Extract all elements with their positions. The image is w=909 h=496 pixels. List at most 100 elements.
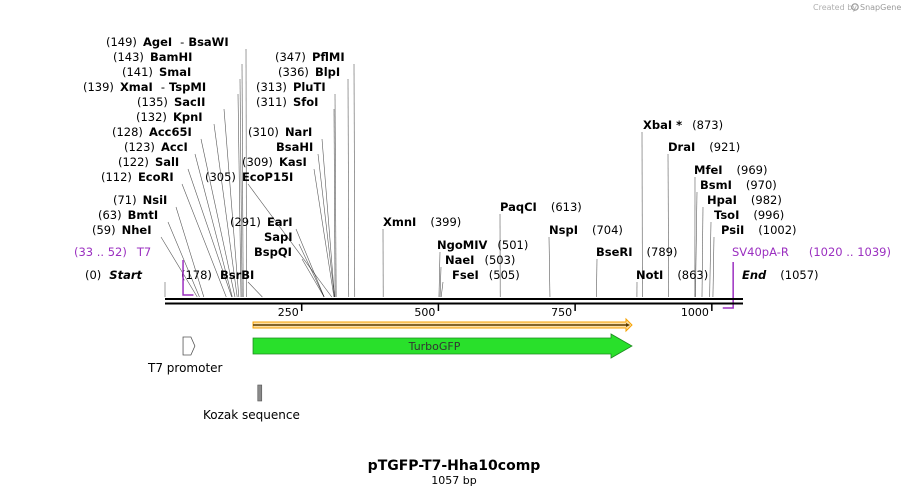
site-hpai-label[interactable]: HpaI (982) [707, 193, 782, 207]
map-title: pTGFP-T7-Hha10comp 1057 bp [368, 458, 541, 487]
sapi-cut-line [298, 243, 325, 298]
sfoi-cut-line [333, 108, 336, 298]
site-bspqi-label[interactable]: BspQI [254, 245, 292, 259]
site-sfoi-label[interactable]: (311) SfoI [256, 95, 318, 109]
site-nsii-label[interactable]: (71) NsiI [113, 193, 167, 207]
site-bamhi-label[interactable]: (143) BamHI [113, 50, 192, 64]
site-psii-label[interactable]: PsiI (1002) [721, 223, 797, 237]
sacii-cut-line [223, 108, 240, 298]
site-mfei-label[interactable]: MfeI (969) [694, 163, 767, 177]
kozak-box[interactable] [257, 384, 263, 402]
sequence-ends: (0) Start End (1057) [85, 268, 819, 282]
site-bmti-label[interactable]: (63) BmtI [98, 208, 158, 222]
bsrbi-cut-line [247, 281, 263, 298]
site-agei-label[interactable]: (149) AgeI - BsaWI [106, 35, 229, 49]
pflmi-cut-line [353, 63, 356, 298]
ruler-label-500: 500 [414, 306, 435, 319]
site-lines [160, 48, 715, 298]
smai-cut-line [239, 78, 243, 298]
site-ngomiv-label[interactable]: NgoMIV (501) [437, 238, 528, 252]
site-acc65i-label[interactable]: (128) Acc65I [112, 125, 192, 139]
orf-arrow-core [253, 323, 630, 327]
left-cluster-labels: (149) AgeI - BsaWI (143) BamHI (141) SmaI (13… [83, 35, 229, 237]
kozak-label: Kozak sequence [203, 408, 300, 422]
site-ecori-label[interactable]: (112) EcoRI [101, 170, 174, 184]
site-eari-label[interactable]: (291) EarI [230, 215, 293, 229]
watermark-brand: SnapGene [860, 3, 901, 12]
site-naei-label[interactable]: NaeI (503) [445, 253, 515, 267]
site-xmai-label[interactable]: (139) XmaI - TspMI [83, 80, 206, 94]
primer-sv40-label[interactable]: SV40pA-R (1020 .. 1039) [732, 245, 891, 259]
naei-cut-line [439, 266, 442, 298]
blpi-cut-line [347, 78, 350, 298]
tsoi-cut-line [709, 221, 712, 298]
site-bseri-label[interactable]: BseRI (789) [596, 245, 677, 259]
kasi-cut-line [313, 168, 335, 298]
site-tsoi-label[interactable]: TsoI (996) [714, 208, 784, 222]
ngomiv-cut-line [438, 251, 441, 298]
plasmid-name: pTGFP-T7-Hha10comp [368, 458, 541, 474]
site-xmni-label[interactable]: XmnI (399) [383, 215, 461, 229]
bseri-cut-line [596, 258, 598, 298]
plasmid-length: 1057 bp [431, 474, 476, 487]
site-sapi-label[interactable]: SapI [264, 230, 293, 244]
primer-t7-label[interactable]: (33 .. 52) T7 [74, 245, 151, 259]
acc65i-cut-line [200, 138, 236, 298]
t7-promoter-arrow[interactable] [182, 336, 196, 356]
site-pluti-label[interactable]: (313) PluTI [256, 80, 326, 94]
turbogfp-arrow[interactable] [252, 333, 633, 359]
features: TurboGFP T7 promoter Kozak sequence [147, 317, 633, 422]
site-sacii-label[interactable]: (135) SacII [137, 95, 205, 109]
dna-backbone [165, 298, 743, 305]
site-kasi-label[interactable]: (309) KasI [242, 155, 307, 169]
nari-cut-line [321, 138, 335, 298]
end-label: End (1057) [742, 268, 819, 282]
turbogfp-label: TurboGFP [408, 340, 461, 353]
site-smai-label[interactable]: (141) SmaI [122, 65, 191, 79]
site-bsmi-label[interactable]: BsmI (970) [700, 178, 777, 192]
site-bsahi-label[interactable]: BsaHI [276, 140, 313, 154]
site-acci-label[interactable]: (123) AccI [124, 140, 188, 154]
nspi-cut-line [548, 236, 551, 298]
watermark-prefix: Created by [813, 3, 857, 12]
ruler-label-750: 750 [551, 306, 572, 319]
site-bsrbi-label[interactable]: (178) BsrBI [181, 268, 254, 282]
start-label: (0) Start [85, 268, 143, 282]
site-noti-label[interactable]: NotI (863) [636, 268, 708, 282]
hpai-cut-line [701, 206, 704, 298]
site-nhei-label[interactable]: (59) NheI [92, 223, 152, 237]
t7-promoter-label: T7 promoter [147, 361, 223, 375]
ecop15i-cut-line [247, 183, 333, 298]
primer-labels: (33 .. 52) T7 SV40pA-R (1020 .. 1039) [74, 245, 891, 259]
site-xbai-label[interactable]: XbaI * (873) [643, 118, 723, 132]
sali-cut-line [187, 168, 232, 298]
primer-sv40-marker[interactable] [722, 262, 734, 309]
site-fsei-label[interactable]: FseI (505) [452, 268, 520, 282]
site-blpi-label[interactable]: (336) BlpI [278, 65, 340, 79]
bspqi-cut-line [301, 258, 325, 298]
site-ecop15i-label[interactable]: (305) EcoP15I [205, 170, 293, 184]
ruler: 250 500 750 1000 [278, 304, 713, 319]
ruler-label-1000: 1000 [681, 306, 709, 319]
psii-cut-line [712, 236, 715, 298]
site-pflmi-label[interactable]: (347) PflMI [275, 50, 345, 64]
middle-cluster-labels: (305) EcoP15I (291) EarI SapI BspQI (178) B… [181, 50, 345, 282]
site-nari-label[interactable]: (310) NarI [248, 125, 312, 139]
nsii-cut-line [175, 206, 205, 298]
right-cluster-labels: XmnI (399) NgoMIV (501) NaeI (503) FseI (505… [383, 118, 797, 282]
drai-cut-line [667, 153, 669, 298]
site-paqci-label[interactable]: PaqCI (613) [500, 200, 582, 214]
site-sali-label[interactable]: (122) SalI [118, 155, 179, 169]
bmti-cut-line [167, 221, 200, 298]
bsmi-cut-line [695, 191, 698, 298]
site-nspi-label[interactable]: NspI (704) [549, 223, 623, 237]
site-kpni-label[interactable]: (132) KpnI [136, 110, 203, 124]
ecori-cut-line [181, 183, 227, 298]
nhei-cut-line [160, 236, 198, 298]
fsei-cut-line [440, 281, 444, 298]
site-drai-label[interactable]: DraI (921) [668, 140, 740, 154]
ruler-label-250: 250 [278, 306, 299, 319]
primer-t7-marker[interactable] [182, 260, 194, 296]
